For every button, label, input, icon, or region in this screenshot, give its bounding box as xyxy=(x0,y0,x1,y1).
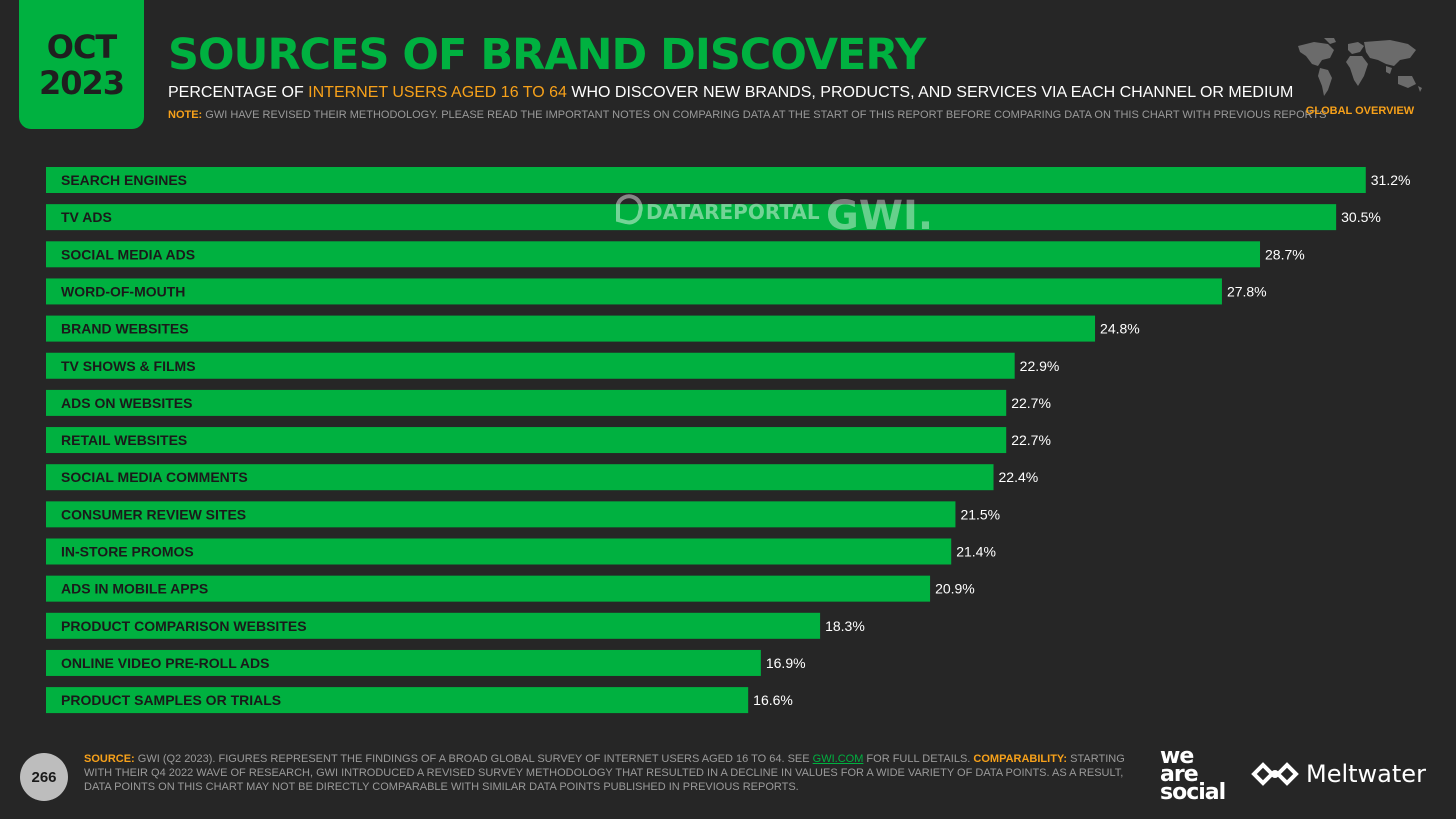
meltwater-icon xyxy=(1251,762,1299,786)
bar-category-label: WORD-OF-MOUTH xyxy=(61,283,185,299)
bar-category-label: SOCIAL MEDIA ADS xyxy=(61,246,195,262)
bar-category-label: SOCIAL MEDIA COMMENTS xyxy=(61,469,248,485)
datareportal-logo-icon xyxy=(616,194,643,225)
date-badge: OCT 2023 xyxy=(19,0,144,129)
bar xyxy=(46,649,761,676)
watermark-datareportal: DATAREPORTAL xyxy=(646,200,820,224)
page-subtitle: PERCENTAGE OF INTERNET USERS AGED 16 TO … xyxy=(168,83,1293,103)
bar-row: ONLINE VIDEO PRE-ROLL ADS 16.9% xyxy=(46,649,806,676)
bar-row: TV SHOWS & FILMS 22.9% xyxy=(46,352,1060,379)
note-text: GWI HAVE REVISED THEIR METHODOLOGY. PLEA… xyxy=(202,109,1327,121)
bar-category-label: BRAND WEBSITES xyxy=(61,321,189,337)
bar-row: IN-STORE PROMOS 21.4% xyxy=(46,538,996,565)
meltwater-logo: Meltwater xyxy=(1250,760,1426,788)
bar xyxy=(46,612,821,639)
page-title: SOURCES OF BRAND DISCOVERY xyxy=(168,30,926,80)
bar-row: CONSUMER REVIEW SITES 21.5% xyxy=(46,501,1000,528)
bar xyxy=(46,501,956,528)
bar-category-label: ADS ON WEBSITES xyxy=(61,395,192,411)
source-link[interactable]: GWI.COM xyxy=(812,753,864,765)
bar-value-label: 22.7% xyxy=(1011,432,1051,448)
bar-value-label: 21.5% xyxy=(960,506,1000,522)
logo-are: are xyxy=(1160,762,1199,787)
bar xyxy=(46,687,749,714)
logo-social: social xyxy=(1160,780,1226,805)
bar-value-label: 22.4% xyxy=(999,469,1039,485)
comparability-text: STARTING WITH THEIR Q4 2022 WAVE OF RESE… xyxy=(84,753,1125,793)
bar-category-label: ONLINE VIDEO PRE-ROLL ADS xyxy=(61,655,269,671)
subtitle-pre: PERCENTAGE OF xyxy=(168,84,309,101)
bar-row: ADS IN MOBILE APPS 20.9% xyxy=(46,575,975,602)
bar-row: ADS ON WEBSITES 22.7% xyxy=(46,389,1051,416)
bar-value-label: 16.6% xyxy=(753,692,793,708)
bar-row: TV ADS 30.5% xyxy=(46,204,1381,231)
bar-category-label: TV SHOWS & FILMS xyxy=(61,358,196,374)
source-label: SOURCE: xyxy=(84,753,135,765)
comparability-label: COMPARABILITY: xyxy=(973,753,1068,765)
bar xyxy=(46,352,1015,379)
bar xyxy=(46,278,1222,305)
source-text-1: GWI (Q2 2023). FIGURES REPRESENT THE FIN… xyxy=(134,753,813,765)
bar-row: SEARCH ENGINES 31.2% xyxy=(46,167,1410,193)
bar-row: PRODUCT COMPARISON WEBSITES 18.3% xyxy=(46,612,865,639)
bar-value-label: 30.5% xyxy=(1341,209,1381,225)
bar-category-label: PRODUCT COMPARISON WEBSITES xyxy=(61,618,307,634)
bar xyxy=(46,167,1366,193)
bar-value-label: 27.8% xyxy=(1227,283,1267,299)
bar-row: SOCIAL MEDIA ADS 28.7% xyxy=(46,241,1305,268)
bar-row: BRAND WEBSITES 24.8% xyxy=(46,315,1140,342)
logo-meltwater-text: Meltwater xyxy=(1306,760,1426,788)
we-are-social-logo: we are social xyxy=(1160,744,1226,805)
bar-category-label: SEARCH ENGINES xyxy=(61,172,187,188)
bar-category-label: RETAIL WEBSITES xyxy=(61,432,187,448)
bar-value-label: 28.7% xyxy=(1265,246,1305,262)
note-label: NOTE: xyxy=(168,109,203,121)
bar xyxy=(46,389,1007,416)
page-number: 266 xyxy=(20,753,68,801)
source-note: SOURCE: GWI (Q2 2023). FIGURES REPRESENT… xyxy=(84,752,1134,794)
bar-value-label: 16.9% xyxy=(766,655,806,671)
bar xyxy=(46,204,1337,231)
bar-value-label: 21.4% xyxy=(956,544,996,560)
bar xyxy=(46,538,952,565)
bar xyxy=(46,315,1096,342)
bars-layer: SEARCH ENGINES 31.2% TV ADS 30.5% SOCIAL MED… xyxy=(46,167,1410,714)
bar-category-label: PRODUCT SAMPLES OR TRIALS xyxy=(61,692,281,708)
bar-value-label: 22.7% xyxy=(1011,395,1051,411)
bar xyxy=(46,575,931,602)
bar-row: RETAIL WEBSITES 22.7% xyxy=(46,427,1051,454)
logo-we: we xyxy=(1160,744,1194,769)
bar-category-label: IN-STORE PROMOS xyxy=(61,544,194,560)
watermark-gwi: GWI. xyxy=(826,193,933,239)
bar-category-label: ADS IN MOBILE APPS xyxy=(61,581,208,597)
watermark: DATAREPORTAL GWI. xyxy=(616,193,933,239)
bar-category-label: CONSUMER REVIEW SITES xyxy=(61,506,246,522)
bar-value-label: 20.9% xyxy=(935,581,975,597)
bar-value-label: 24.8% xyxy=(1100,321,1140,337)
region-label: GLOBAL OVERVIEW xyxy=(1305,105,1415,117)
bar-row: PRODUCT SAMPLES OR TRIALS 16.6% xyxy=(46,687,793,714)
bar xyxy=(46,241,1261,268)
bar-row: WORD-OF-MOUTH 27.8% xyxy=(46,278,1267,305)
date-month: OCT xyxy=(46,27,118,66)
subtitle-post: WHO DISCOVER NEW BRANDS, PRODUCTS, AND S… xyxy=(566,84,1294,101)
bar-value-label: 31.2% xyxy=(1371,172,1411,188)
bar-value-label: 18.3% xyxy=(825,618,865,634)
date-year: 2023 xyxy=(38,63,125,102)
bar xyxy=(46,464,994,491)
world-map-icon xyxy=(1298,38,1422,96)
bar xyxy=(46,427,1007,454)
subtitle-highlight: INTERNET USERS AGED 16 TO 64 xyxy=(308,84,567,101)
bar-value-label: 22.9% xyxy=(1020,358,1060,374)
bar-chart: SEARCH ENGINES 31.2% TV ADS 30.5% SOCIAL MED… xyxy=(46,167,1410,714)
methodology-note: NOTE: GWI HAVE REVISED THEIR METHODOLOGY… xyxy=(168,108,1326,122)
bar-category-label: TV ADS xyxy=(61,209,112,225)
source-text-2: FOR FULL DETAILS. xyxy=(863,753,974,765)
bar-row: SOCIAL MEDIA COMMENTS 22.4% xyxy=(46,464,1039,491)
